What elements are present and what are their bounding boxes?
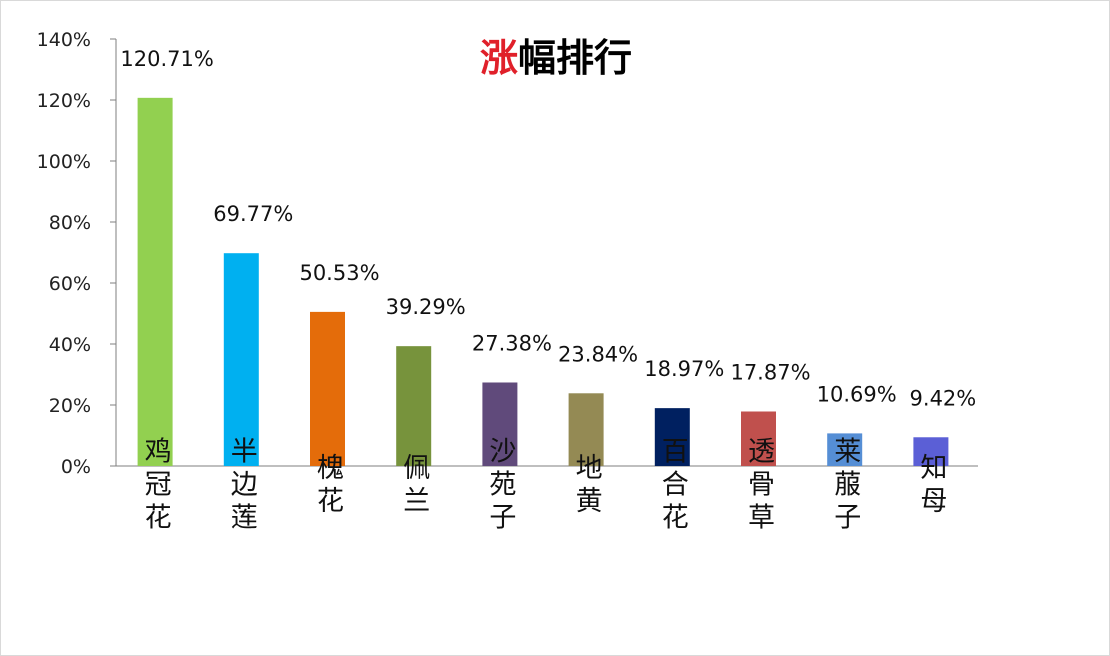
- x-tick-label: 半边莲: [226, 436, 257, 535]
- data-label: 23.84%: [558, 342, 638, 366]
- data-label: 10.69%: [817, 382, 897, 406]
- y-tick-label: 100%: [37, 151, 91, 173]
- y-tick-label: 0%: [61, 456, 91, 478]
- data-label: 9.42%: [910, 386, 977, 410]
- x-tick-label: 地黄: [571, 453, 603, 519]
- data-label: 27.38%: [472, 331, 552, 355]
- x-tick-label: 佩兰: [398, 453, 430, 519]
- bar-3: [396, 346, 432, 466]
- data-label: 50.53%: [299, 261, 379, 285]
- bar-5: [568, 393, 604, 466]
- y-tick-label: 120%: [37, 90, 91, 112]
- y-tick-label: 20%: [49, 395, 91, 417]
- x-tick-label: 鸡冠花: [140, 436, 172, 535]
- y-tick-label: 40%: [49, 334, 91, 356]
- y-tick-label: 60%: [49, 273, 91, 295]
- bar-8: [827, 433, 863, 466]
- data-label: 17.87%: [730, 360, 810, 384]
- x-tick-label: 槐花: [312, 453, 344, 519]
- bar-2: [310, 311, 345, 466]
- bar-1: [223, 253, 259, 466]
- y-tick-label: 140%: [37, 29, 91, 51]
- x-tick-label: 百合花: [657, 437, 688, 536]
- title-highlight: 涨: [480, 36, 518, 80]
- bar-0: [137, 97, 173, 466]
- bar-9: [913, 437, 949, 466]
- x-tick-label: 知母: [915, 453, 947, 519]
- chart-title: 涨幅排行: [480, 36, 632, 80]
- x-tick-label: 莱菔子: [829, 436, 861, 535]
- bar-4: [482, 382, 518, 466]
- title-rest: 幅排行: [518, 36, 632, 80]
- x-tick-label: 沙苑子: [484, 437, 516, 536]
- y-tick-label: 80%: [49, 212, 91, 234]
- data-label: 69.77%: [213, 202, 293, 226]
- data-label: 39.29%: [386, 295, 466, 319]
- data-label: 120.71%: [120, 47, 213, 71]
- bar-7: [741, 411, 776, 466]
- x-tick-label: 透骨草: [743, 437, 774, 536]
- data-label: 18.97%: [644, 357, 724, 381]
- bar-6: [654, 408, 690, 466]
